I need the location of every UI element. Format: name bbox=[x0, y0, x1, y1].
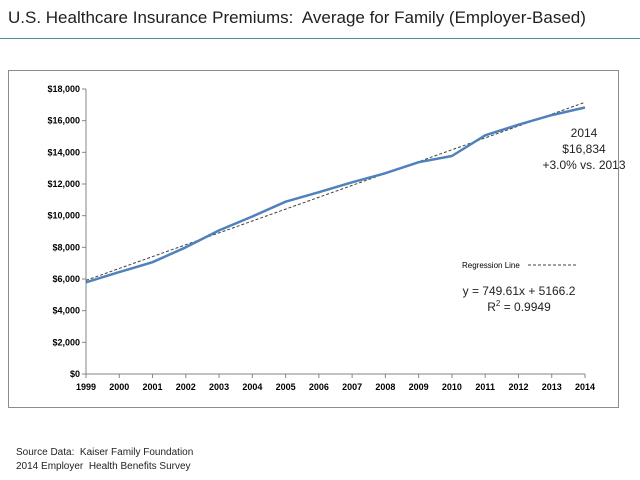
x-tick-label: 2000 bbox=[109, 382, 129, 392]
x-tick-label: 2007 bbox=[342, 382, 362, 392]
x-tick-label: 1999 bbox=[76, 382, 96, 392]
regression-equation: y = 749.61x + 5166.2 bbox=[463, 284, 576, 298]
x-tick-label: 2010 bbox=[442, 382, 462, 392]
x-tick-label: 2013 bbox=[542, 382, 562, 392]
y-tick-label: $2,000 bbox=[52, 337, 80, 347]
y-tick-label: $14,000 bbox=[47, 147, 80, 157]
annotation-value: $16,834 bbox=[562, 142, 606, 156]
regression-line bbox=[85, 101, 586, 281]
x-tick-label: 2012 bbox=[508, 382, 528, 392]
y-tick-label: $16,000 bbox=[47, 116, 80, 126]
source-line-1: Source Data: Kaiser Family Foundation bbox=[16, 447, 194, 458]
y-axis-tick-labels: $0 $2,000 $4,000 $6,000 $8,000 $10,000 $12,000… bbox=[47, 84, 80, 379]
y-tick-label: $4,000 bbox=[52, 306, 80, 316]
regression-layer bbox=[85, 101, 586, 281]
x-tick-label: 2006 bbox=[309, 382, 329, 392]
y-tick-label: $8,000 bbox=[52, 242, 80, 252]
x-tick-label: 2011 bbox=[475, 382, 495, 392]
x-tick-label: 2004 bbox=[242, 382, 262, 392]
source-note: Source Data: Kaiser Family Foundation 20… bbox=[16, 446, 193, 474]
x-tick-label: 2003 bbox=[209, 382, 229, 392]
y-tick-label: $0 bbox=[70, 369, 80, 379]
x-axis-tick-labels: 1999 2000 2001 2002 2003 2004 2005 2006 2007 2008… bbox=[76, 382, 595, 392]
source-line-2: 2014 Employer Health Benefits Survey bbox=[16, 461, 191, 472]
y-tick-label: $12,000 bbox=[47, 179, 80, 189]
x-tick-label: 2002 bbox=[176, 382, 196, 392]
y-tick-label: $18,000 bbox=[47, 84, 80, 94]
annotation-change: +3.0% vs. 2013 bbox=[542, 158, 625, 172]
r-squared-exponent: 2 bbox=[496, 299, 501, 308]
x-tick-label: 2014 bbox=[575, 382, 595, 392]
y-tick-label: $6,000 bbox=[52, 274, 80, 284]
chart-title: U.S. Healthcare Insurance Premiums: Aver… bbox=[8, 8, 586, 27]
regression-legend-label: Regression Line bbox=[462, 261, 520, 270]
axes bbox=[82, 88, 586, 378]
premium-series-line bbox=[85, 106, 586, 284]
x-tick-label: 2008 bbox=[375, 382, 395, 392]
x-tick-label: 2005 bbox=[276, 382, 296, 392]
y-tick-label: $10,000 bbox=[47, 211, 80, 221]
r-squared-symbol: R bbox=[487, 300, 496, 314]
annotation-year: 2014 bbox=[571, 126, 598, 140]
x-tick-label: 2009 bbox=[409, 382, 429, 392]
regression-r-squared: R2 = 0.9949 bbox=[487, 299, 551, 314]
x-tick-label: 2001 bbox=[143, 382, 163, 392]
r-squared-value: = 0.9949 bbox=[500, 300, 551, 314]
series-layer bbox=[85, 106, 586, 284]
title-divider bbox=[0, 38, 640, 39]
